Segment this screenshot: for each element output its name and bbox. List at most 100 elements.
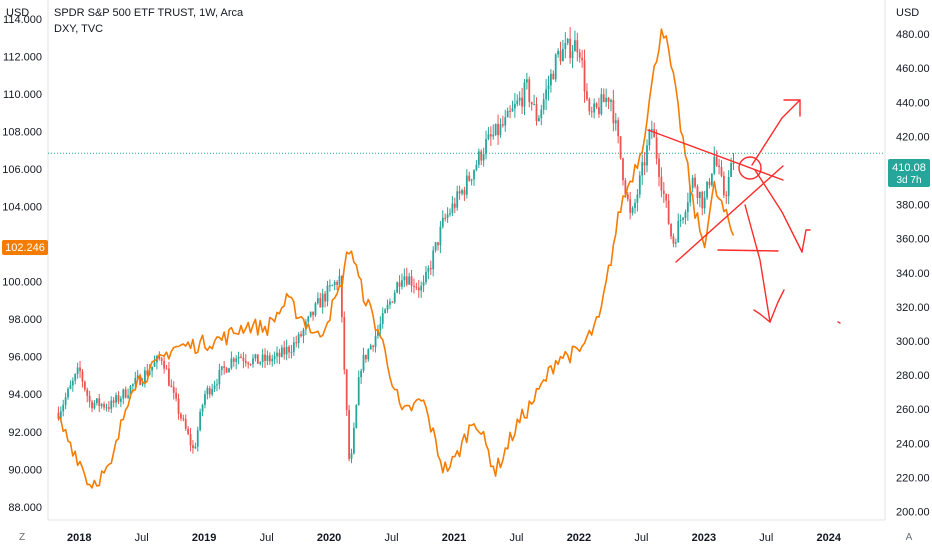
candle-body (237, 356, 240, 359)
candle-body (208, 388, 211, 395)
candle-body (482, 154, 485, 161)
candle-body (81, 371, 84, 382)
left-tick-label: 114.000 (3, 14, 42, 26)
right-tick-label: 380.00 (896, 200, 930, 212)
candle-body (95, 398, 98, 404)
candle-body (365, 354, 367, 360)
candle-body (569, 38, 572, 59)
candle-body (230, 358, 233, 369)
candle-body (703, 197, 706, 209)
left-axis-ticks: 114.000 112.000 110.000 108.000 106.000 104.0… (2, 14, 42, 514)
candle-body (696, 186, 699, 199)
candle-body (129, 386, 132, 396)
candle-body (417, 287, 420, 291)
auto-scale-button[interactable]: A (905, 532, 913, 543)
candle-body (727, 176, 730, 197)
candle-body (312, 311, 314, 316)
left-tick-label: 88.000 (8, 502, 42, 514)
x-tick-label: 2023 (692, 532, 716, 544)
candle-body (586, 91, 588, 100)
candle-body (670, 223, 672, 237)
candle-body (489, 134, 492, 137)
candle-body (710, 173, 713, 186)
candle-body (590, 111, 593, 113)
candle-body (634, 202, 636, 208)
candle-body (300, 334, 302, 337)
left-tick-label: 104.000 (2, 201, 42, 213)
candle-body (422, 282, 425, 286)
candle-body (319, 298, 322, 308)
candle-body (76, 367, 79, 375)
right-axis-ticks: 480.00460.00440.00420.00400.00380.00360.… (896, 29, 930, 518)
candle-body (453, 203, 456, 208)
candle-body (175, 392, 178, 399)
candle-body (165, 368, 168, 370)
right-tick-label: 300.00 (896, 336, 930, 348)
candle-body (170, 385, 173, 388)
candle-body (427, 268, 430, 272)
candle-body (74, 374, 77, 381)
candle-body (64, 397, 67, 405)
candle-body (691, 177, 694, 188)
x-tick-label: Jul (135, 532, 149, 544)
candle-body (348, 409, 351, 459)
right-tick-label: 480.00 (896, 29, 930, 41)
candle-body (180, 413, 182, 419)
candle-body (264, 354, 266, 361)
candle-body (290, 351, 293, 353)
candle-body (722, 175, 725, 196)
x-tick-label: 2018 (67, 532, 91, 544)
candle-body (386, 304, 389, 310)
candle-body (578, 52, 581, 58)
candle-body (571, 51, 574, 59)
zoom-toggle-button[interactable]: Z (18, 532, 26, 543)
left-tick-label: 112.000 (3, 51, 42, 63)
candle-body (566, 38, 569, 44)
candle-body (434, 242, 437, 251)
candle-body (213, 385, 216, 389)
candle-body (619, 136, 622, 159)
candle-body (100, 404, 103, 406)
candle-body (57, 412, 60, 419)
x-tick-label: Jul (509, 532, 523, 544)
candle-body (600, 94, 603, 115)
candle-body (377, 330, 379, 336)
candle-body (278, 352, 281, 357)
candle-body (547, 85, 550, 90)
candle-body (338, 275, 341, 285)
candle-body (307, 316, 310, 322)
candle-body (492, 134, 495, 137)
left-tick-label: 90.000 (8, 464, 42, 476)
candle-body (379, 323, 382, 331)
candle-body (662, 190, 665, 194)
candle-body (614, 120, 617, 124)
candle-body (254, 354, 257, 359)
candle-body (124, 389, 127, 398)
candle-body (667, 200, 670, 224)
candle-body (725, 195, 728, 197)
candle-body (83, 381, 86, 390)
candle-body (653, 129, 656, 138)
right-tick-label: 240.00 (896, 438, 930, 450)
candle-body (93, 403, 96, 409)
candle-body (432, 250, 435, 270)
svg-text:410.08: 410.08 (892, 162, 926, 174)
candle-body (509, 110, 511, 112)
x-axis-ticks: 2018 Jul 2019 Jul 2020 Jul 2021 Jul 2022 Jul 2023 J… (67, 532, 842, 544)
candle-body (528, 79, 531, 103)
candle-body (105, 407, 108, 409)
candle-body (321, 293, 324, 308)
candle-body (122, 389, 125, 399)
candle-body (480, 151, 483, 161)
candle-body (266, 355, 269, 361)
dxy-line-group (57, 28, 735, 489)
candle-body (79, 367, 81, 372)
candle-body (360, 370, 363, 378)
candle-body (374, 335, 377, 347)
left-tick-label: 92.000 (8, 427, 42, 439)
candle-body (401, 280, 403, 287)
candle-body (451, 203, 454, 214)
candle-body (340, 275, 343, 318)
candle-body (372, 345, 375, 347)
